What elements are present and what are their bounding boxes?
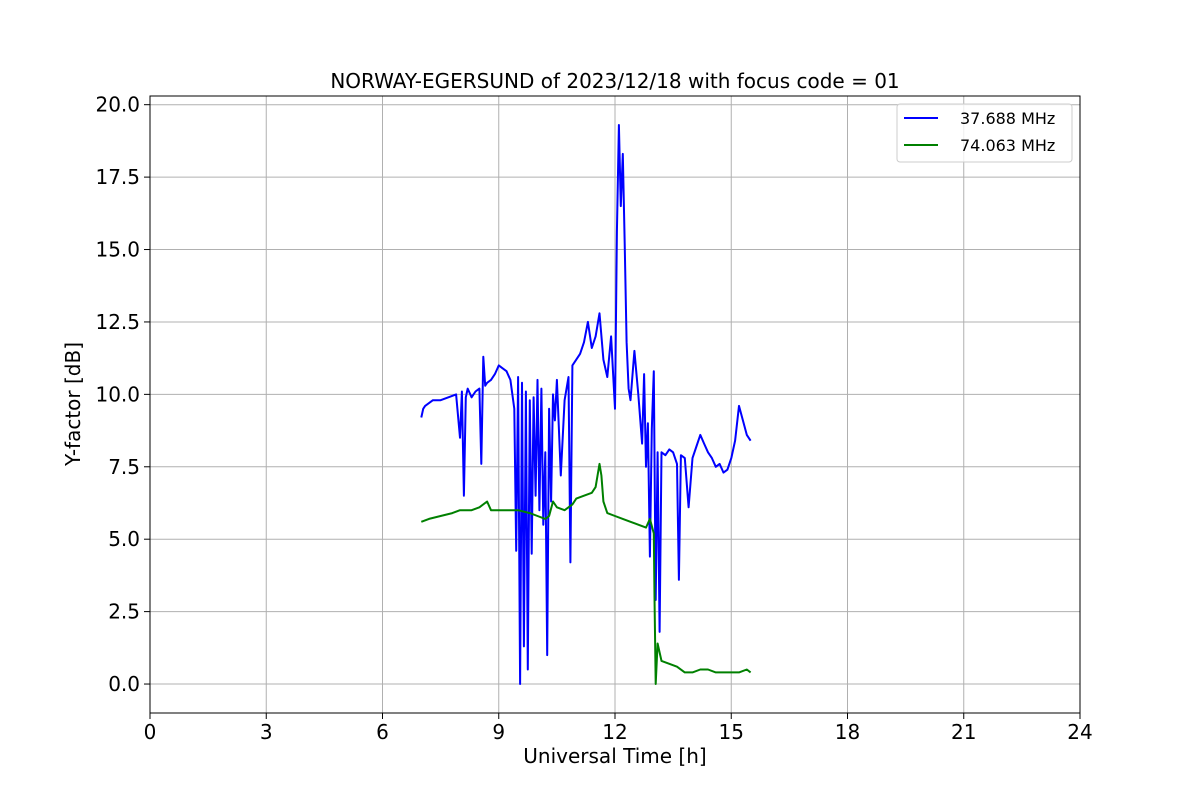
x-tick-label: 0 [144, 720, 157, 744]
x-tick-label: 3 [260, 720, 273, 744]
legend-label-series-1: 37.688 MHz [960, 109, 1055, 128]
x-axis-label: Universal Time [h] [523, 744, 706, 768]
chart-title: NORWAY-EGERSUND of 2023/12/18 with focus… [330, 69, 899, 93]
plot-area [420, 124, 752, 685]
y-axis-label: Y-factor [dB] [61, 342, 85, 467]
x-tick-label: 18 [835, 720, 860, 744]
x-tick-label: 12 [602, 720, 627, 744]
y-tick-label: 15.0 [95, 238, 140, 262]
series-line-1 [420, 124, 752, 685]
x-tick-label: 21 [951, 720, 976, 744]
legend: 37.688 MHz 74.063 MHz [896, 103, 1073, 163]
y-tick-label: 2.5 [108, 600, 140, 624]
y-tick-label: 20.0 [95, 93, 140, 117]
y-tick-label: 5.0 [108, 527, 140, 551]
legend-box [896, 103, 1073, 163]
y-tick-label: 10.0 [95, 382, 140, 406]
legend-label-series-2: 74.063 MHz [960, 136, 1055, 155]
y-tick-label: 17.5 [95, 165, 140, 189]
y-tick-label: 0.0 [108, 672, 140, 696]
axis-ticks: 0 3 6 9 12 15 18 21 24 0.0 2.5 5.0 7.5 10.0 12.5 15.0 17… [95, 93, 1092, 744]
x-tick-label: 6 [376, 720, 389, 744]
series-line-2 [420, 462, 752, 685]
x-tick-label: 24 [1067, 720, 1092, 744]
x-tick-label: 15 [719, 720, 744, 744]
x-tick-label: 9 [492, 720, 505, 744]
y-tick-label: 12.5 [95, 310, 140, 334]
y-tick-label: 7.5 [108, 455, 140, 479]
